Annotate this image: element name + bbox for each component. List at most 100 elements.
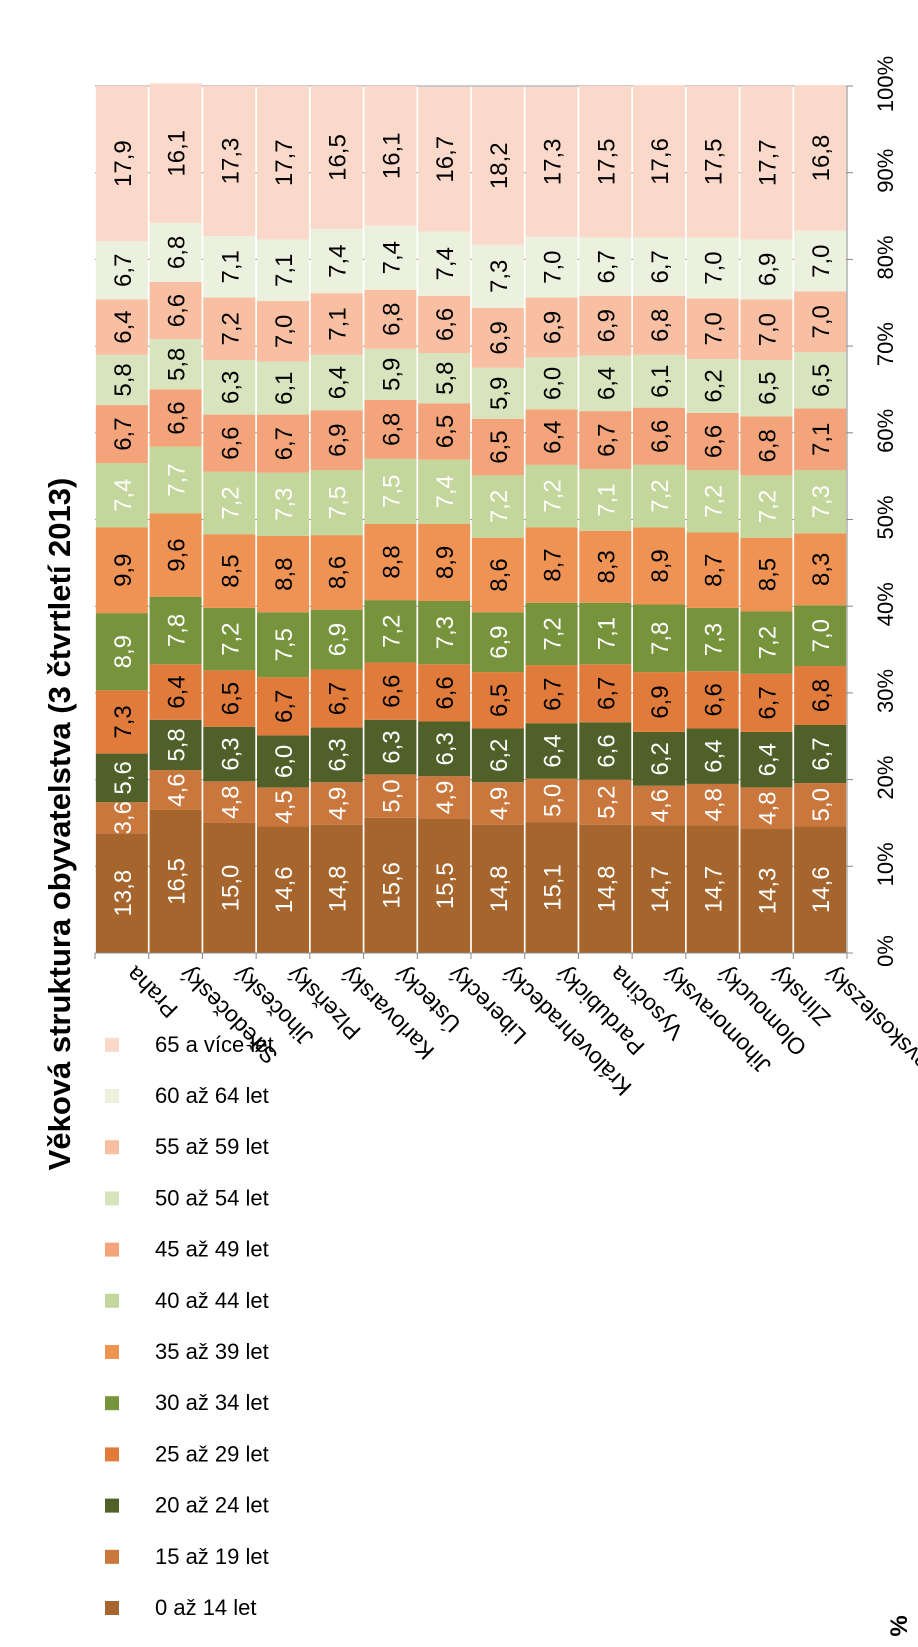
bar-segment xyxy=(418,818,471,953)
bar-segment xyxy=(418,776,471,819)
bar-segment xyxy=(95,299,148,355)
data-label: 9,6 xyxy=(164,538,191,571)
data-label: 14,8 xyxy=(486,865,513,912)
legend-label: 0 až 14 let xyxy=(155,1595,257,1620)
bar-segment xyxy=(579,411,632,470)
bar-segment xyxy=(471,537,524,613)
bar-segment xyxy=(525,527,578,603)
data-label: 7,1 xyxy=(217,250,244,283)
chart-rotated-group: Věková struktura obyvatelstva (3 čtvrtle… xyxy=(42,56,918,1637)
data-label: 6,5 xyxy=(217,682,244,715)
data-label: 6,9 xyxy=(486,321,513,354)
bar-segment xyxy=(364,600,417,663)
data-label: 7,0 xyxy=(271,315,298,348)
data-label: 6,1 xyxy=(647,365,674,398)
data-label: 5,9 xyxy=(486,377,513,410)
legend-label: 45 až 49 let xyxy=(155,1237,269,1262)
bar-segment xyxy=(257,361,309,415)
value-tick-label: 80% xyxy=(873,235,898,279)
bar-segment xyxy=(794,85,847,231)
data-label: 17,5 xyxy=(593,139,620,186)
bar-segment xyxy=(418,721,471,777)
data-label: 6,7 xyxy=(593,423,620,456)
data-label: 6,6 xyxy=(378,674,405,707)
data-label: 7,5 xyxy=(378,475,405,508)
data-label: 15,5 xyxy=(432,862,459,909)
bar-segment xyxy=(310,229,363,294)
bar-segment xyxy=(257,677,309,736)
data-label: 5,2 xyxy=(593,785,620,818)
data-label: 6,2 xyxy=(486,739,513,772)
data-label: 7,2 xyxy=(217,622,244,655)
bar-segment xyxy=(471,367,524,419)
data-label: 6,8 xyxy=(164,236,191,269)
data-label: 7,4 xyxy=(432,475,459,508)
data-label: 6,7 xyxy=(540,678,567,711)
bar-segment xyxy=(310,293,363,355)
data-label: 4,9 xyxy=(432,781,459,814)
data-label: 7,0 xyxy=(701,312,728,345)
data-label: 5,9 xyxy=(378,358,405,391)
bar-segment xyxy=(579,469,632,531)
bar-segment xyxy=(794,826,847,953)
bar-segment xyxy=(794,291,847,353)
bar-segment xyxy=(149,339,202,390)
data-label: 14,6 xyxy=(808,866,835,913)
data-label: 4,9 xyxy=(486,787,513,820)
data-label: 6,4 xyxy=(754,743,781,776)
data-label: 4,9 xyxy=(325,787,352,820)
bar-segment xyxy=(257,239,309,302)
data-label: 6,7 xyxy=(754,686,781,719)
bar-segment xyxy=(794,724,847,784)
bar-segment xyxy=(740,239,793,300)
chart-title: Věková struktura obyvatelstva (3 čtvrtle… xyxy=(42,478,77,1171)
bar-segment xyxy=(257,735,309,788)
bar-segment xyxy=(149,664,202,720)
data-label: 6,3 xyxy=(378,730,405,763)
data-label: 8,9 xyxy=(432,546,459,579)
bar-segment xyxy=(525,665,578,724)
bar-segment xyxy=(740,673,793,732)
bar-segment xyxy=(471,782,524,825)
data-label: 6,5 xyxy=(754,371,781,404)
data-label: 6,7 xyxy=(110,417,137,450)
bar-segment xyxy=(310,824,363,953)
data-label: 7,3 xyxy=(110,705,137,738)
bar-segment xyxy=(203,235,256,298)
bar-segment xyxy=(364,774,417,818)
data-label: 7,2 xyxy=(647,479,674,512)
bar-segment xyxy=(310,727,363,783)
data-label: 6,8 xyxy=(808,679,835,712)
bar-segment xyxy=(149,281,202,340)
bar-segment xyxy=(633,731,685,786)
data-label: 5,8 xyxy=(110,363,137,396)
legend-swatch xyxy=(105,1191,119,1206)
legend-label: 25 až 29 let xyxy=(155,1441,269,1466)
bar-segment xyxy=(633,672,685,732)
data-label: 14,7 xyxy=(701,866,728,913)
bar-segment xyxy=(579,85,632,238)
bar-segment xyxy=(579,602,632,665)
bar-segment xyxy=(364,289,417,349)
bar-segment xyxy=(686,470,739,533)
bar-segment xyxy=(257,472,309,536)
data-label: 14,8 xyxy=(593,865,620,912)
bar-segment xyxy=(794,408,847,471)
value-tick-label: 70% xyxy=(873,322,898,366)
bar-segment xyxy=(525,409,578,465)
data-label: 5,0 xyxy=(808,788,835,821)
bar-segment xyxy=(149,596,202,665)
bar-segment xyxy=(95,613,148,691)
value-axis-unit-label: % xyxy=(886,1615,913,1636)
bar-segment xyxy=(740,475,793,538)
bar-segment xyxy=(794,230,847,292)
data-label: 7,0 xyxy=(540,251,567,284)
bar-segment xyxy=(95,690,148,754)
data-label: 8,3 xyxy=(593,550,620,583)
data-label: 7,0 xyxy=(754,313,781,346)
data-label: 6,9 xyxy=(754,253,781,286)
data-label: 6,4 xyxy=(701,740,728,773)
bar-segment xyxy=(418,353,471,404)
legend-swatch xyxy=(105,1396,119,1411)
bar-segment xyxy=(203,822,256,953)
